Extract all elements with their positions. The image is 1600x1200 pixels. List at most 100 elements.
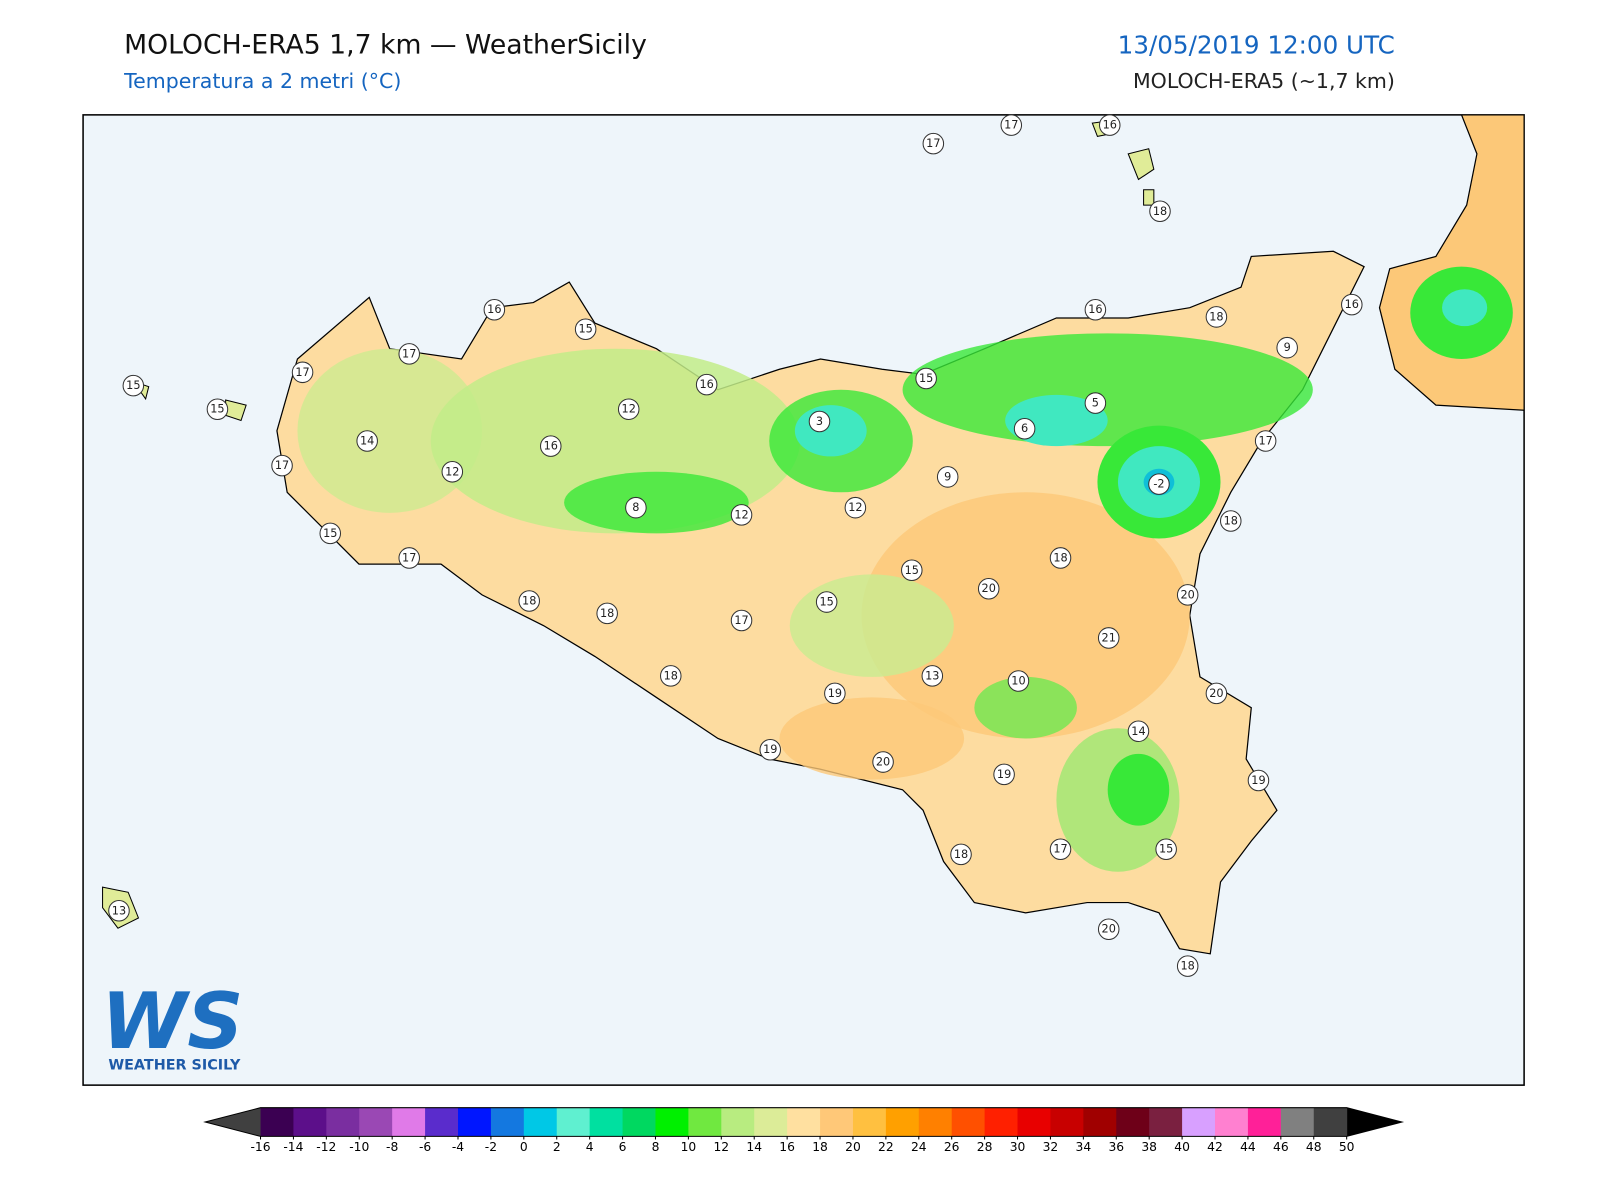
colorbar-tick-label: 42 — [1207, 1140, 1223, 1154]
station-marker — [759, 738, 782, 761]
station-value: 12 — [848, 501, 862, 514]
station-value: 17 — [402, 551, 416, 564]
station-value: 17 — [734, 614, 748, 627]
station-value: 20 — [876, 756, 890, 769]
station-value: 16 — [544, 440, 558, 453]
colorbar-tick-label: -16 — [250, 1140, 270, 1154]
station-marker — [319, 522, 342, 545]
colorbar-bin — [425, 1107, 459, 1137]
station-value: 19 — [763, 743, 777, 756]
station-marker — [1276, 336, 1298, 359]
station-value: 18 — [1209, 310, 1223, 323]
colorbar-under — [205, 1107, 261, 1137]
station-value: 20 — [1102, 923, 1116, 936]
station-value: 9 — [944, 470, 951, 483]
station-marker — [695, 373, 718, 396]
station-marker — [356, 430, 378, 452]
station-marker — [872, 751, 894, 773]
station-marker — [1098, 114, 1121, 136]
colorbar-bin — [688, 1107, 722, 1137]
station-marker — [441, 461, 464, 483]
station-value: 6 — [1021, 422, 1028, 435]
colorbar-tick-label: -8 — [386, 1140, 398, 1154]
station-marker — [950, 843, 972, 866]
station-marker — [271, 454, 293, 477]
colorbar-bin — [1182, 1107, 1216, 1137]
station-value: 15 — [126, 379, 140, 392]
colorbar-tick-label: 8 — [652, 1140, 660, 1154]
colorbar-tick-label: -2 — [485, 1140, 497, 1154]
station-value: 19 — [997, 768, 1011, 781]
colorbar-tick-label: 10 — [681, 1140, 697, 1154]
station-marker — [574, 318, 597, 340]
colorbar-tick-label: -4 — [452, 1140, 464, 1154]
station-marker — [398, 547, 420, 569]
station-marker — [206, 398, 229, 420]
station-marker — [815, 591, 838, 613]
station-marker — [844, 496, 867, 519]
colorbar-tick-label: -12 — [316, 1140, 336, 1154]
station-marker — [1247, 769, 1270, 792]
colorbar-bin — [260, 1107, 294, 1137]
colorbar-tick-label: 22 — [878, 1140, 894, 1154]
station-marker — [1220, 510, 1242, 532]
station-value: 18 — [1181, 960, 1195, 973]
station-marker — [1149, 200, 1171, 223]
colorbar-bin — [918, 1107, 953, 1137]
colorbar-tick-label: 50 — [1339, 1140, 1355, 1154]
station-marker — [993, 763, 1015, 786]
colorbar-bin — [589, 1107, 624, 1137]
colorbar-tick-label: -6 — [419, 1140, 431, 1154]
station-value: 17 — [402, 347, 416, 360]
station-value: 12 — [734, 508, 748, 521]
colorbar-bin — [1215, 1107, 1249, 1137]
station-value: 14 — [360, 435, 374, 448]
station-value: 17 — [1004, 119, 1018, 132]
colorbar-over — [1346, 1107, 1403, 1137]
colorbar-bin — [1050, 1107, 1084, 1137]
colorbar-bin — [1149, 1107, 1183, 1137]
colorbar-bin — [721, 1107, 755, 1137]
station-marker — [291, 361, 314, 384]
station-marker — [1007, 670, 1030, 692]
station-value: 18 — [600, 607, 614, 620]
station-value: 15 — [210, 403, 224, 416]
station-marker — [1176, 955, 1199, 977]
station-value: 20 — [1181, 588, 1195, 601]
station-value: 15 — [905, 564, 919, 577]
station-value: 3 — [816, 415, 823, 428]
station-marker — [122, 374, 145, 397]
station-marker — [1000, 114, 1023, 136]
station-value: 16 — [1103, 119, 1117, 132]
model-label: MOLOCH-ERA5 (~1,7 km) — [1133, 69, 1395, 93]
colorbar-tick-label: 36 — [1108, 1140, 1124, 1154]
station-marker — [915, 367, 937, 390]
station-value: 16 — [1088, 303, 1102, 316]
logo: WS WEATHER SICILY — [101, 977, 243, 1074]
calabria-field — [1442, 289, 1488, 327]
colorbar-tick-label: -10 — [349, 1140, 369, 1154]
colorbar-tick-label: 32 — [1043, 1140, 1059, 1154]
colorbar-tick-label: 14 — [746, 1140, 762, 1154]
colorbar-tick-label: 24 — [911, 1140, 927, 1154]
station-marker — [108, 900, 130, 922]
colorbar-bin — [1017, 1107, 1051, 1137]
colorbar-bin — [457, 1107, 492, 1137]
station-marker — [922, 132, 945, 155]
station-marker — [398, 343, 420, 365]
colorbar-tick-label: 46 — [1273, 1140, 1289, 1154]
colorbar-tick-label: 38 — [1141, 1140, 1157, 1154]
station-value: 17 — [926, 137, 940, 150]
colorbar-bin — [359, 1107, 393, 1137]
station-marker — [483, 298, 506, 321]
station-marker — [1148, 473, 1170, 495]
colorbar-tick-label: 4 — [586, 1140, 594, 1154]
colorbar-tick-label: 0 — [520, 1140, 528, 1154]
station-marker — [1341, 293, 1363, 316]
station-value: 19 — [1251, 774, 1265, 787]
station-value: 18 — [522, 595, 536, 608]
datetime: 13/05/2019 12:00 UTC — [1118, 30, 1395, 59]
logo-mark: WS — [101, 977, 243, 1067]
